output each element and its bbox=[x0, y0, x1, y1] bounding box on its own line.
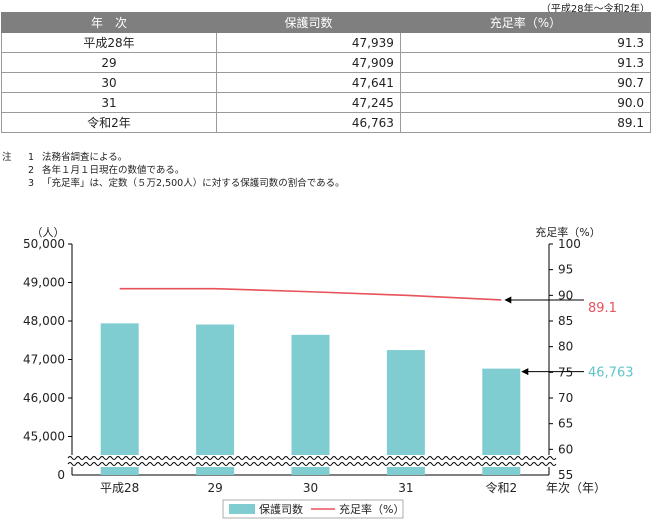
x-tick-label: 30 bbox=[303, 481, 318, 495]
cell-count: 46,763 bbox=[216, 112, 401, 133]
x-tick-label: 31 bbox=[398, 481, 413, 495]
cell-rate: 89.1 bbox=[399, 112, 652, 133]
annotation-rate-label: 89.1 bbox=[588, 301, 617, 316]
footnote-text: 法務省調査による。 bbox=[42, 152, 128, 163]
bar-平成28 bbox=[100, 323, 139, 475]
left-axis-unit: （人） bbox=[32, 226, 65, 239]
footnote-item: 注 1 法務省調査による。 bbox=[2, 151, 345, 164]
footnote-number: 1 bbox=[27, 152, 35, 163]
axis-break-wave-top bbox=[67, 456, 557, 460]
left-tick-label: 47,000 bbox=[23, 353, 65, 367]
cell-count: 47,641 bbox=[216, 72, 401, 93]
legend-label-count: 保護司数 bbox=[259, 502, 303, 516]
axis-break-wave-bottom bbox=[67, 462, 557, 466]
table-row: 平成28年 47,939 91.3 bbox=[1, 32, 652, 53]
table-header-row: 年 次 保護司数 充足率（%） bbox=[1, 12, 652, 33]
footnote-text: 各年１月１日現在の数値である。 bbox=[42, 165, 185, 176]
header-year: 年 次 bbox=[1, 12, 217, 33]
left-tick-label: 45,000 bbox=[23, 430, 65, 444]
table-row: 31 47,245 90.0 bbox=[1, 92, 652, 113]
left-tick-label: 50,000 bbox=[23, 237, 65, 251]
header-count: 保護司数 bbox=[216, 12, 401, 33]
legend-swatch-count bbox=[229, 504, 255, 514]
legend-label-rate: 充足率（%） bbox=[339, 502, 404, 516]
x-tick-label: 令和2 bbox=[485, 480, 517, 495]
bar-31 bbox=[386, 350, 425, 475]
right-tick-label: 75 bbox=[558, 365, 573, 379]
footnote-number: 3 bbox=[27, 178, 35, 189]
right-tick-label: 85 bbox=[558, 314, 573, 328]
x-tick-label: 29 bbox=[207, 481, 222, 495]
annotation-count-label: 46,763 bbox=[588, 366, 634, 381]
right-tick-label: 60 bbox=[558, 442, 573, 456]
data-table: 年 次 保護司数 充足率（%） 平成28年 47,939 91.3 29 47,… bbox=[1, 12, 652, 133]
footnote-number: 2 bbox=[27, 165, 35, 176]
table-row: 令和2年 46,763 89.1 bbox=[1, 112, 652, 133]
footnote-text: 「充足率」は、定数（５万2,500人）に対する保護司数の割合である。 bbox=[42, 178, 345, 189]
right-tick-label: 70 bbox=[558, 391, 573, 405]
left-tick-label: 48,000 bbox=[23, 314, 65, 328]
right-tick-label: 65 bbox=[558, 417, 573, 431]
cell-year: 令和2年 bbox=[1, 112, 217, 133]
right-tick-label: 100 bbox=[558, 237, 581, 251]
left-tick-label: 0 bbox=[57, 468, 65, 482]
bar-30 bbox=[291, 334, 330, 475]
header-rate: 充足率（%） bbox=[399, 12, 652, 33]
x-axis-unit: 年次（年） bbox=[546, 481, 606, 495]
right-tick-label: 80 bbox=[558, 340, 573, 354]
footnotes: 注 1 法務省調査による。 2 各年１月１日現在の数値である。 3 「充足率」は、定数（… bbox=[2, 151, 345, 190]
footnote-prefix: 注 bbox=[2, 152, 12, 163]
left-tick-label: 49,000 bbox=[23, 276, 65, 290]
left-tick-label: 46,000 bbox=[23, 391, 65, 405]
right-tick-label: 95 bbox=[558, 263, 573, 277]
cell-year: 29 bbox=[1, 52, 217, 73]
bar-29 bbox=[196, 324, 235, 475]
right-tick-label: 55 bbox=[558, 468, 573, 482]
table-range-note: （平成28年～令和2年） bbox=[540, 4, 650, 15]
footnote-item: 3 「充足率」は、定数（５万2,500人）に対する保護司数の割合である。 bbox=[2, 177, 345, 190]
right-tick-label: 90 bbox=[558, 288, 573, 302]
footnote-item: 2 各年１月１日現在の数値である。 bbox=[2, 164, 345, 177]
line-rate bbox=[119, 287, 502, 301]
x-tick-label: 平成28 bbox=[100, 481, 139, 495]
right-axis-unit: 充足率（%） bbox=[535, 225, 600, 239]
table-row: 30 47,641 90.7 bbox=[1, 72, 652, 93]
